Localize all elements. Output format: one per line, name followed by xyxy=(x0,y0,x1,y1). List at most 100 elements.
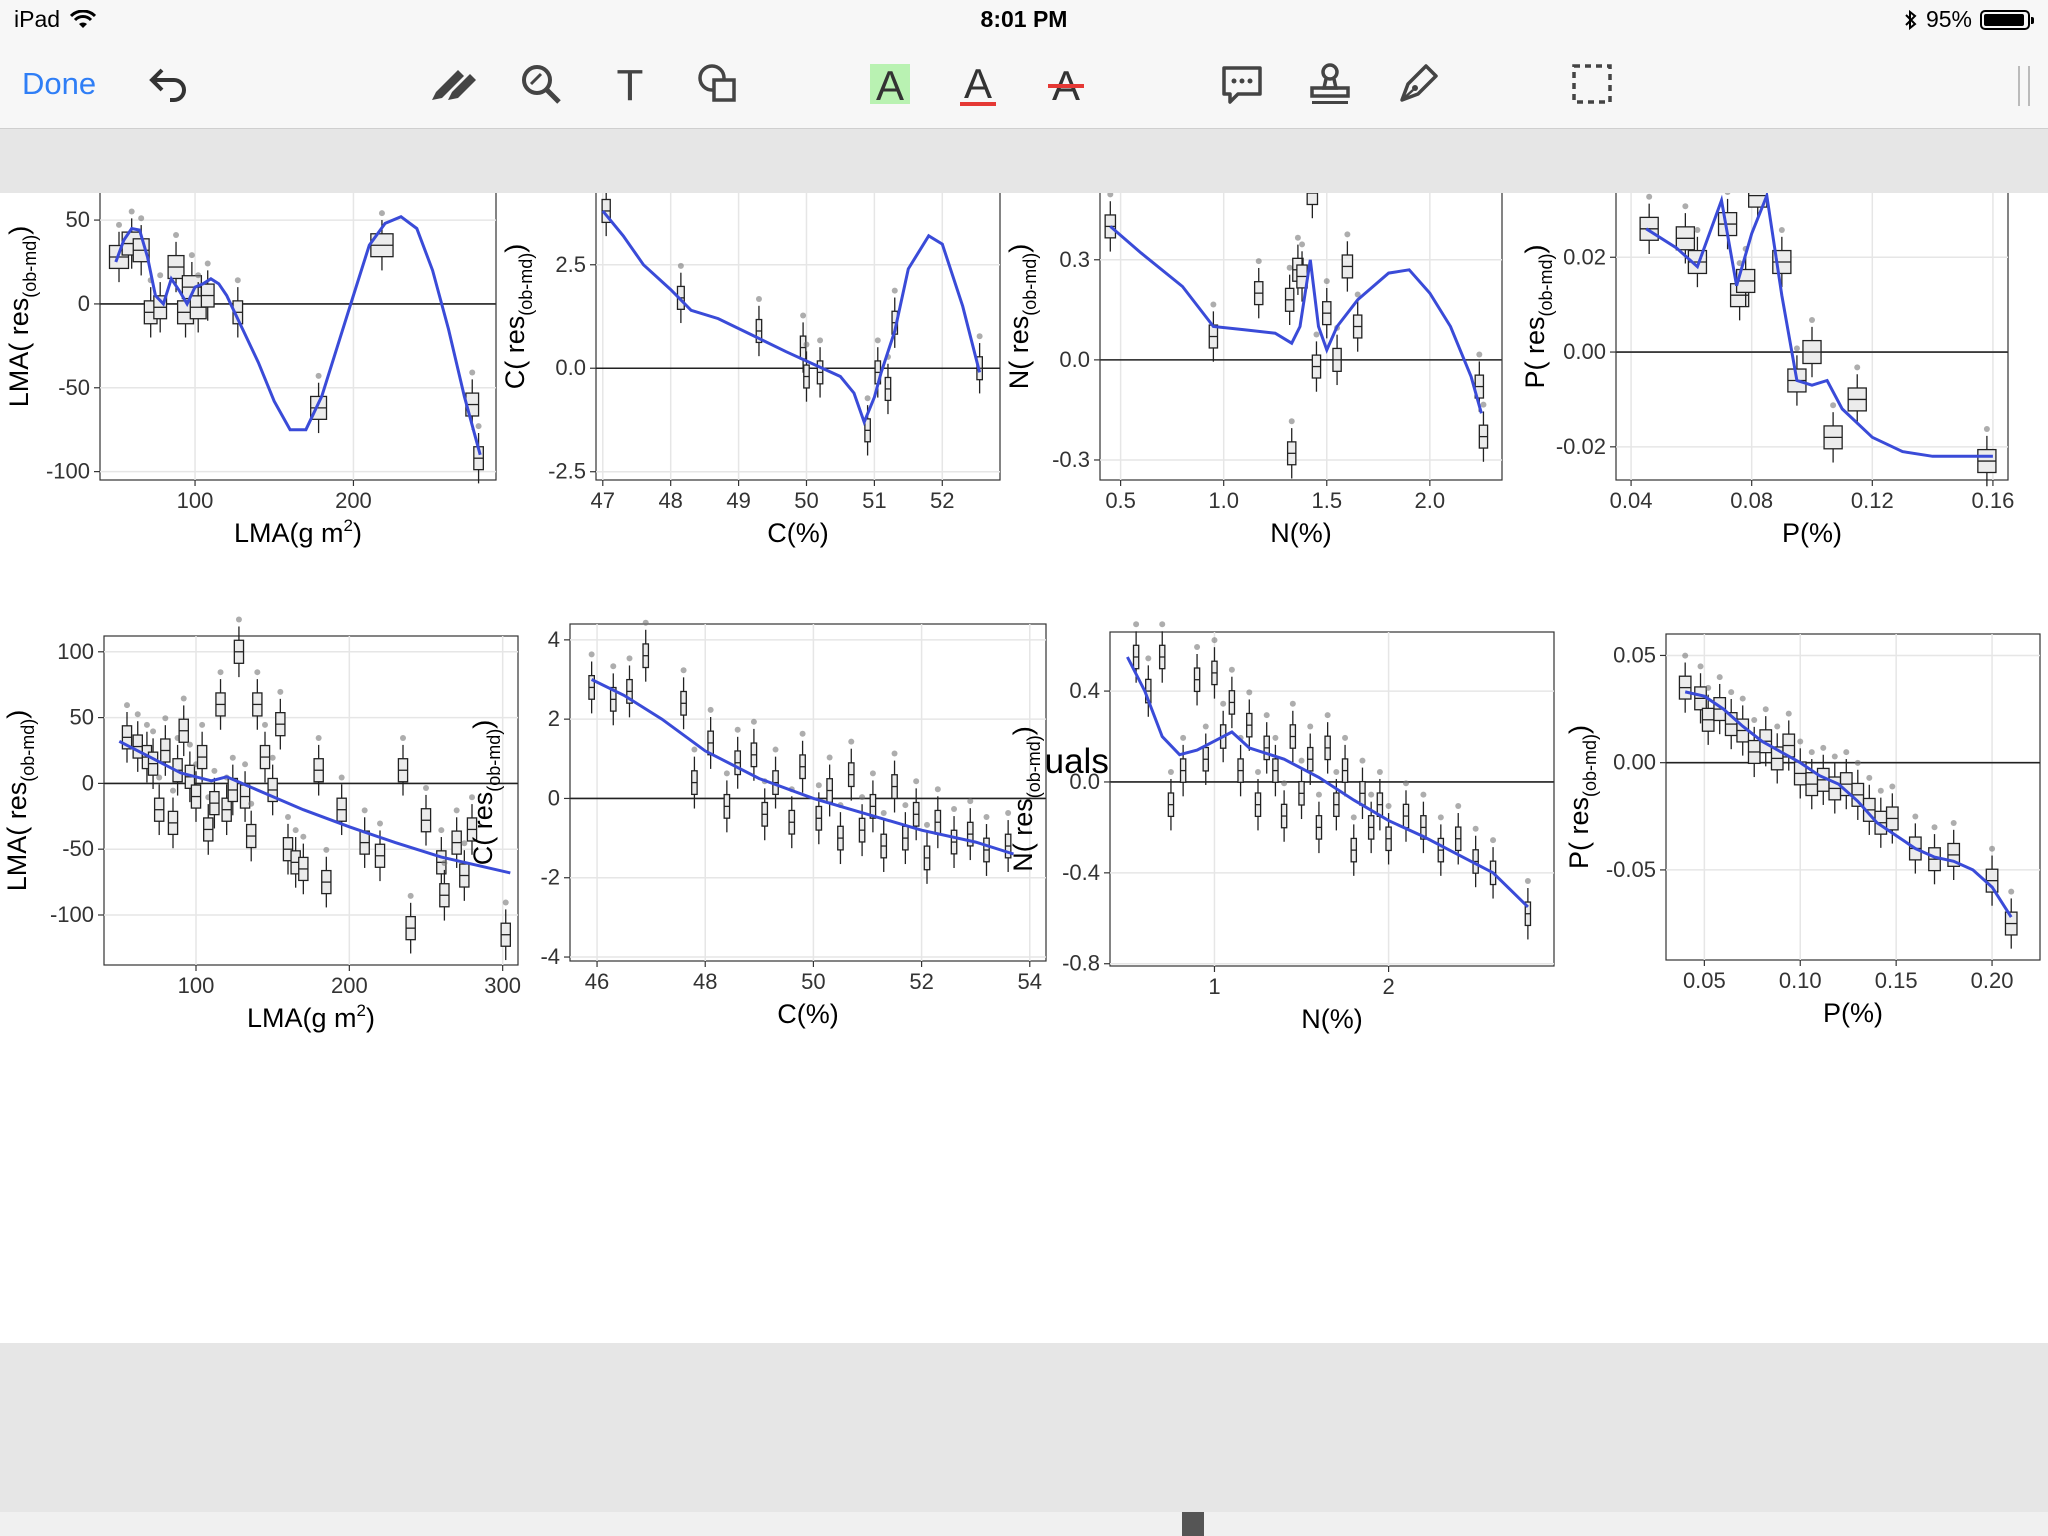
toolbar-grip[interactable] xyxy=(2018,66,2030,106)
y-tick-label: 0.02 xyxy=(1563,244,1606,269)
outlier-point xyxy=(1313,331,1320,338)
outlier-point xyxy=(1716,674,1723,681)
strikethrough-text-button[interactable]: A xyxy=(1040,56,1092,112)
selection-button[interactable] xyxy=(1566,56,1618,112)
outlier-point xyxy=(1797,738,1804,745)
highlight-text-button[interactable]: A xyxy=(864,56,916,112)
outlier-point xyxy=(1354,291,1361,298)
y-axis-label-sub: (ob-md) xyxy=(1020,253,1040,316)
outlier-point xyxy=(1697,663,1704,670)
outlier-point xyxy=(300,833,307,840)
outlier-point xyxy=(677,262,684,269)
outlier-point xyxy=(880,809,887,816)
outlier-point xyxy=(441,860,448,867)
text-tool-button[interactable]: T xyxy=(604,56,656,112)
outlier-point xyxy=(377,820,383,827)
battery-percent: 95% xyxy=(1925,6,1972,32)
outlier-point xyxy=(772,746,779,753)
outlier-point xyxy=(195,272,202,279)
x-tick-label: 0.04 xyxy=(1610,488,1653,513)
x-tick-label: 51 xyxy=(862,488,886,513)
done-button[interactable]: Done xyxy=(22,66,97,101)
outlier-point xyxy=(734,726,741,733)
signature-icon xyxy=(1400,64,1438,102)
stamp-icon xyxy=(1310,63,1350,104)
y-axis-label-main: P( res xyxy=(1564,797,1594,869)
x-axis-label-main: C(%) xyxy=(767,518,829,548)
x-tick-label: 100 xyxy=(178,973,215,998)
chart-panel-t4: 0.040.080.120.16-0.020.000.020.04P(%)P( … xyxy=(1520,149,2015,548)
x-axis-label: P(%) xyxy=(1782,518,1842,548)
outlier-point xyxy=(1866,774,1873,781)
outlier-point xyxy=(461,840,468,847)
outlier-point xyxy=(1307,723,1314,730)
y-tick-label: -0.8 xyxy=(1062,951,1100,976)
search-annotation-button[interactable] xyxy=(515,56,567,112)
x-axis-label-tail: ) xyxy=(366,1003,375,1033)
outlier-point xyxy=(1931,824,1938,831)
outlier-point xyxy=(1793,345,1800,352)
svg-text:A: A xyxy=(876,62,904,109)
shape-button[interactable] xyxy=(692,56,744,112)
undo-button[interactable] xyxy=(140,56,192,112)
outlier-point xyxy=(1210,301,1217,308)
outlier-point xyxy=(1808,749,1815,756)
outlier-point xyxy=(1288,418,1295,425)
outlier-point xyxy=(1344,231,1351,238)
outlier-point xyxy=(1830,402,1837,409)
x-axis-label-sup: 2 xyxy=(344,516,353,535)
outlier-point xyxy=(170,787,176,794)
x-tick-label: 1.5 xyxy=(1311,488,1342,513)
outlier-point xyxy=(799,730,806,737)
comment-button[interactable] xyxy=(1216,56,1268,112)
outlier-point xyxy=(1728,689,1735,696)
outlier-point xyxy=(750,718,757,725)
bottom-scroll-handle[interactable] xyxy=(1182,1512,1204,1536)
signature-button[interactable] xyxy=(1392,56,1444,112)
x-axis-label-main: P(%) xyxy=(1782,518,1842,548)
chart-panel-t3: 0.51.01.52.0-0.30.00.30.6N(%)N( res(ob-m… xyxy=(1004,147,1503,548)
outlier-point xyxy=(1809,316,1815,323)
x-tick-label: 300 xyxy=(484,973,521,998)
outlier-point xyxy=(423,784,429,791)
y-tick-label: 2.5 xyxy=(555,252,586,277)
outlier-point xyxy=(691,746,698,753)
outlier-point xyxy=(229,754,236,761)
x-axis-label-main: C(%) xyxy=(777,999,839,1029)
status-left: iPad xyxy=(14,6,97,33)
y-axis-label-tail: ) xyxy=(1008,726,1038,735)
outlier-point xyxy=(874,337,881,344)
y-tick-label: -0.3 xyxy=(1052,447,1090,472)
y-tick-label: 0.00 xyxy=(1613,750,1656,775)
outlier-point xyxy=(1854,759,1861,766)
y-tick-label: -0.4 xyxy=(1062,860,1100,885)
y-tick-label: 0 xyxy=(78,291,90,316)
y-tick-label: -0.05 xyxy=(1606,857,1656,882)
outlier-point xyxy=(755,295,762,302)
x-tick-label: 0.15 xyxy=(1875,968,1918,993)
outlier-point xyxy=(815,782,822,789)
outlier-point xyxy=(150,728,157,735)
outlier-point xyxy=(891,287,898,294)
outlier-point xyxy=(913,778,920,785)
outlier-point xyxy=(1694,226,1701,233)
pen-button[interactable] xyxy=(426,56,478,112)
y-tick-label: -4 xyxy=(540,944,560,969)
status-bar: iPad 8:01 PM 95% xyxy=(0,0,2048,40)
stamp-button[interactable] xyxy=(1304,56,1356,112)
underline-text-button[interactable]: A xyxy=(952,56,1004,112)
outlier-point xyxy=(1323,278,1330,285)
plot-area xyxy=(99,152,497,481)
smooth-line xyxy=(1126,656,1529,908)
x-tick-label: 0.16 xyxy=(1972,488,2015,513)
outlier-point xyxy=(1774,723,1781,730)
outlier-point xyxy=(469,794,475,801)
outlier-point xyxy=(180,695,187,702)
x-axis-label-main: N(%) xyxy=(1301,1004,1363,1034)
outlier-point xyxy=(826,754,833,761)
outlier-point xyxy=(869,770,876,777)
y-axis-label: N( res(ob-md)) xyxy=(1008,726,1044,872)
